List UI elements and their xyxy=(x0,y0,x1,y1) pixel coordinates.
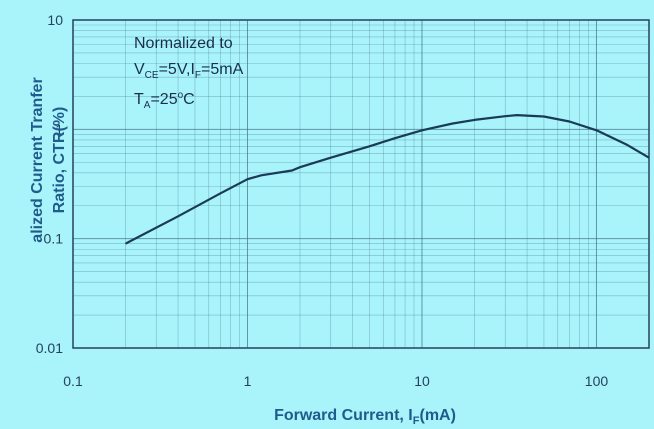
x-axis-label: Forward Current, IF(mA) xyxy=(274,407,456,427)
note-line-2: VCE=5V,IF=5mA xyxy=(134,61,244,81)
x-tick-label: 100 xyxy=(585,373,609,389)
y-tick-label: 1 xyxy=(55,121,63,137)
normalization-note: Normalized to VCE=5V,IF=5mA TA=25oC xyxy=(134,35,244,111)
tick-labels: 0.1 1 10 100 0.01 0.1 1 10 xyxy=(36,12,609,389)
y-axis-label-line-2: Ratio, CTR(%) xyxy=(51,107,68,214)
x-tick-label: 1 xyxy=(244,373,252,389)
y-tick-label: 0.01 xyxy=(36,340,63,356)
x-tick-label: 0.1 xyxy=(63,373,83,389)
grid-lines xyxy=(72,20,650,349)
plot-frame xyxy=(72,19,650,349)
ctr-curve xyxy=(124,114,650,245)
note-line-3: TA=25oC xyxy=(134,90,195,111)
y-tick-label: 10 xyxy=(47,12,63,28)
x-tick-label: 10 xyxy=(414,373,430,389)
note-line-1: Normalized to xyxy=(134,35,233,52)
y-tick-label: 0.1 xyxy=(44,231,64,247)
y-axis-label-line-1: alized Current Tranfer xyxy=(29,77,46,242)
